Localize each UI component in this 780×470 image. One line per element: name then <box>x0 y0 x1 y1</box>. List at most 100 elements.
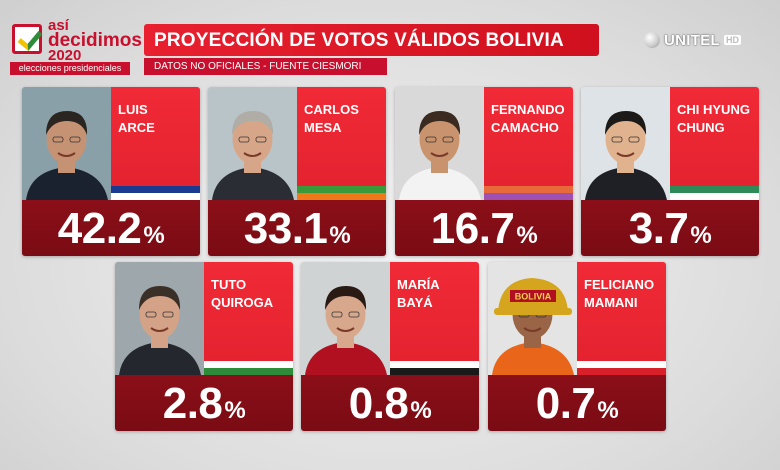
vote-share-number: 0.8 <box>348 379 409 428</box>
party-stripe-bottom <box>297 193 386 200</box>
vote-share-number: 33.1 <box>243 204 328 253</box>
vote-share-number: 42.2 <box>57 204 142 253</box>
party-stripe-top <box>390 361 479 368</box>
candidate-photo <box>301 262 390 375</box>
vote-share-block: 33.1% <box>208 200 386 256</box>
candidate-card: LUIS ARCE 42.2% <box>22 87 200 256</box>
party-stripe-bottom <box>390 368 479 375</box>
party-color-stripe <box>670 186 759 200</box>
party-color-stripe <box>204 361 293 375</box>
candidate-name-line1: LUIS <box>118 102 148 117</box>
candidate-card: BOLIVIA FELICIANO MAMANI 0.7% <box>488 262 666 431</box>
candidate-photo <box>115 262 204 375</box>
candidate-name-block: TUTO QUIROGA <box>204 262 293 375</box>
candidate-name-line2: MESA <box>304 120 342 135</box>
percent-sign: % <box>224 397 246 424</box>
logo-tagline: elecciones presidenciales <box>10 62 130 75</box>
candidate-card: FERNANDO CAMACHO 16.7% <box>395 87 573 256</box>
candidate-name-block: MARÍA BAYÁ <box>390 262 479 375</box>
vote-share-number: 2.8 <box>162 379 223 428</box>
party-color-stripe <box>577 361 666 375</box>
percent-sign: % <box>410 397 432 424</box>
candidate-name-line1: CHI HYUNG <box>677 102 750 117</box>
candidate-name-block: FELICIANO MAMANI <box>577 262 666 375</box>
party-color-stripe <box>484 186 573 200</box>
vote-share-number: 0.7 <box>535 379 596 428</box>
candidate-portrait <box>581 87 670 200</box>
hd-badge: HD <box>723 35 741 45</box>
candidate-name-line2: BAYÁ <box>397 295 433 310</box>
party-stripe-top <box>204 361 293 368</box>
candidate-name: TUTO QUIROGA <box>211 276 291 312</box>
logo-text-line3: 2020 <box>48 47 82 64</box>
percent-sign: % <box>329 222 351 249</box>
page-subtitle: DATOS NO OFICIALES - FUENTE CIESMORI <box>154 61 362 72</box>
candidate-name-line2: CHUNG <box>677 120 725 135</box>
party-color-stripe <box>111 186 200 200</box>
candidate-portrait <box>395 87 484 200</box>
election-logo: así decidimos 2020 elecciones presidenci… <box>10 17 142 76</box>
candidate-name-line1: CARLOS <box>304 102 359 117</box>
candidate-photo <box>581 87 670 200</box>
candidate-name: FELICIANO MAMANI <box>584 276 664 312</box>
candidate-name: LUIS ARCE <box>118 101 198 137</box>
title-banner: PROYECCIÓN DE VOTOS VÁLIDOS BOLIVIA <box>144 24 599 56</box>
party-color-stripe <box>297 186 386 200</box>
candidate-name: FERNANDO CAMACHO <box>491 101 571 137</box>
percent-sign: % <box>597 397 619 424</box>
candidate-name-line2: ARCE <box>118 120 155 135</box>
party-stripe-bottom <box>484 193 573 200</box>
candidate-name: CHI HYUNG CHUNG <box>677 101 757 137</box>
vote-share: 16.7% <box>395 201 573 256</box>
party-stripe-top <box>577 361 666 368</box>
candidate-photo: BOLIVIA <box>488 262 577 375</box>
party-stripe-top <box>670 186 759 193</box>
vote-share-block: 0.7% <box>488 375 666 431</box>
candidate-portrait: BOLIVIA <box>488 262 577 375</box>
channel-globe-icon <box>644 32 660 48</box>
party-stripe-bottom <box>670 193 759 200</box>
vote-share-block: 0.8% <box>301 375 479 431</box>
vote-share: 0.7% <box>488 376 666 431</box>
candidate-name-line1: FELICIANO <box>584 277 655 292</box>
candidate-name-line2: MAMANI <box>584 295 638 310</box>
candidate-card: MARÍA BAYÁ 0.8% <box>301 262 479 431</box>
vote-share-number: 16.7 <box>430 204 515 253</box>
vote-share-block: 42.2% <box>22 200 200 256</box>
candidate-name-line2: QUIROGA <box>211 295 274 310</box>
vote-share: 0.8% <box>301 376 479 431</box>
percent-sign: % <box>143 222 165 249</box>
subtitle-banner: DATOS NO OFICIALES - FUENTE CIESMORI <box>144 58 387 75</box>
candidate-name-line1: TUTO <box>211 277 247 292</box>
logo-text-line1: así <box>48 17 69 34</box>
candidate-portrait <box>208 87 297 200</box>
ballot-check-icon <box>12 24 42 54</box>
logo-text-line2: decidimos <box>48 30 142 51</box>
candidate-name: MARÍA BAYÁ <box>397 276 477 312</box>
helmet-text: BOLIVIA <box>515 292 552 302</box>
candidate-card: CARLOS MESA 33.1% <box>208 87 386 256</box>
candidate-name-line1: FERNANDO <box>491 102 565 117</box>
party-color-stripe <box>390 361 479 375</box>
vote-share: 33.1% <box>208 201 386 256</box>
candidate-name-line2: CAMACHO <box>491 120 559 135</box>
candidate-card: TUTO QUIROGA 2.8% <box>115 262 293 431</box>
candidate-portrait <box>115 262 204 375</box>
candidate-card: CHI HYUNG CHUNG 3.7% <box>581 87 759 256</box>
candidate-name-line1: MARÍA <box>397 277 440 292</box>
vote-share: 42.2% <box>22 201 200 256</box>
party-stripe-top <box>297 186 386 193</box>
percent-sign: % <box>516 222 538 249</box>
vote-share: 3.7% <box>581 201 759 256</box>
candidate-photo <box>208 87 297 200</box>
party-stripe-top <box>484 186 573 193</box>
party-stripe-bottom <box>204 368 293 375</box>
vote-share: 2.8% <box>115 376 293 431</box>
channel-name: UNITEL <box>664 31 720 49</box>
page-title: PROYECCIÓN DE VOTOS VÁLIDOS BOLIVIA <box>154 30 564 51</box>
vote-share-block: 16.7% <box>395 200 573 256</box>
candidate-portrait <box>22 87 111 200</box>
candidate-portrait <box>301 262 390 375</box>
percent-sign: % <box>690 222 712 249</box>
vote-share-block: 3.7% <box>581 200 759 256</box>
